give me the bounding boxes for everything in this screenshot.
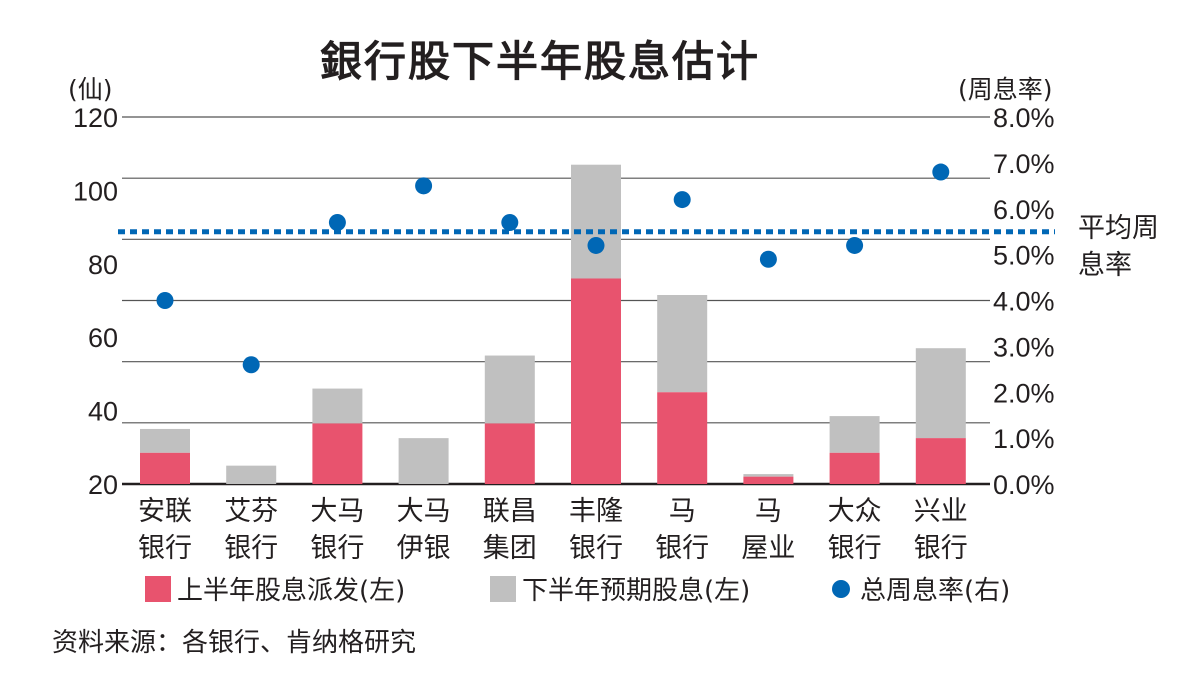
legend-dot bbox=[832, 579, 850, 598]
legend-swatch bbox=[145, 575, 171, 602]
right-axis-unit: (周息率) bbox=[958, 75, 1053, 104]
average-line-label: 平均周息率 bbox=[1078, 213, 1159, 281]
legend-item-yield: 总周息率(右) bbox=[832, 570, 1010, 607]
bar-second-half bbox=[398, 438, 449, 484]
category-label: 银行 bbox=[569, 533, 623, 564]
category-label: 银行 bbox=[224, 533, 278, 564]
right-tick-label: 3.0% bbox=[993, 332, 1055, 362]
category-label: 兴业 bbox=[914, 496, 968, 527]
category-label: 大马 bbox=[397, 496, 451, 527]
source-note: 资料来源：各银行、肯纳格研究 bbox=[52, 628, 417, 658]
right-tick-label: 6.0% bbox=[993, 195, 1055, 225]
category-label: 银行 bbox=[914, 533, 968, 564]
category-label: 集团 bbox=[483, 533, 537, 564]
category-label: 银行 bbox=[310, 533, 364, 564]
left-tick-label: 120 bbox=[73, 103, 118, 133]
right-tick-label: 8.0% bbox=[993, 103, 1055, 133]
yield-point bbox=[501, 214, 519, 232]
bar-first-half bbox=[829, 452, 880, 484]
category-label: 屋业 bbox=[741, 533, 795, 564]
legend-item-first-half: 上半年股息派发(左) bbox=[145, 570, 405, 607]
yield-point bbox=[156, 292, 174, 309]
bar-second-half bbox=[915, 348, 966, 439]
right-tick-label: 5.0% bbox=[993, 241, 1055, 271]
left-tick-label: 100 bbox=[73, 176, 118, 206]
yield-point bbox=[932, 163, 950, 181]
bar-second-half bbox=[657, 294, 708, 393]
bar-first-half bbox=[484, 423, 535, 484]
bar-first-half bbox=[571, 278, 621, 484]
yield-point bbox=[587, 236, 605, 254]
bar-first-half bbox=[312, 423, 363, 484]
left-tick-label: 60 bbox=[88, 323, 118, 353]
category-label: 银行 bbox=[655, 533, 709, 564]
left-axis-unit: (仙) bbox=[68, 75, 113, 104]
yield-point bbox=[759, 250, 777, 268]
right-tick-label: 1.0% bbox=[993, 424, 1055, 454]
left-tick-label: 40 bbox=[88, 397, 118, 427]
yield-point bbox=[242, 356, 260, 374]
bar-second-half bbox=[829, 416, 880, 453]
left-tick-label: 20 bbox=[88, 470, 118, 500]
legend-label: 上半年股息派发(左) bbox=[177, 576, 406, 606]
bar-second-half bbox=[312, 388, 363, 424]
left-tick-label: 80 bbox=[88, 250, 118, 280]
bar-second-half bbox=[743, 474, 794, 477]
category-label: 马 bbox=[669, 496, 696, 527]
category-label: 银行 bbox=[828, 533, 882, 564]
category-label: 安联 bbox=[138, 496, 192, 527]
bar-second-half bbox=[571, 164, 621, 279]
category-label: 联昌 bbox=[483, 496, 537, 527]
bar-second-half bbox=[226, 465, 277, 484]
right-tick-label: 0.0% bbox=[993, 470, 1055, 500]
category-label: 艾芬 bbox=[224, 496, 278, 527]
legend-label: 总周息率(右) bbox=[860, 576, 1011, 606]
category-label: 大马 bbox=[310, 496, 364, 527]
yield-point bbox=[673, 191, 691, 209]
category-label: 大众 bbox=[828, 496, 882, 527]
yield-point bbox=[415, 177, 433, 195]
legend-item-second-half: 下半年预期股息(左) bbox=[490, 570, 750, 607]
chart-title: 銀行股下半年股息估计 bbox=[319, 37, 760, 86]
bar-first-half bbox=[743, 476, 794, 484]
bar-first-half bbox=[657, 392, 708, 484]
category-label: 银行 bbox=[138, 533, 192, 564]
bar-second-half bbox=[140, 428, 190, 453]
category-label: 马 bbox=[755, 496, 782, 527]
yield-point bbox=[328, 214, 346, 232]
right-tick-label: 7.0% bbox=[993, 149, 1055, 179]
bar-second-half bbox=[484, 355, 535, 424]
yield-point bbox=[846, 236, 864, 254]
legend-swatch bbox=[490, 575, 516, 602]
category-label: 伊银 bbox=[397, 533, 451, 564]
right-tick-label: 4.0% bbox=[993, 287, 1055, 317]
bar-first-half bbox=[915, 438, 966, 484]
right-tick-label: 2.0% bbox=[993, 378, 1055, 408]
legend-label: 下半年预期股息(左) bbox=[522, 576, 751, 606]
category-label: 丰隆 bbox=[569, 496, 623, 527]
bar-first-half bbox=[140, 452, 190, 484]
